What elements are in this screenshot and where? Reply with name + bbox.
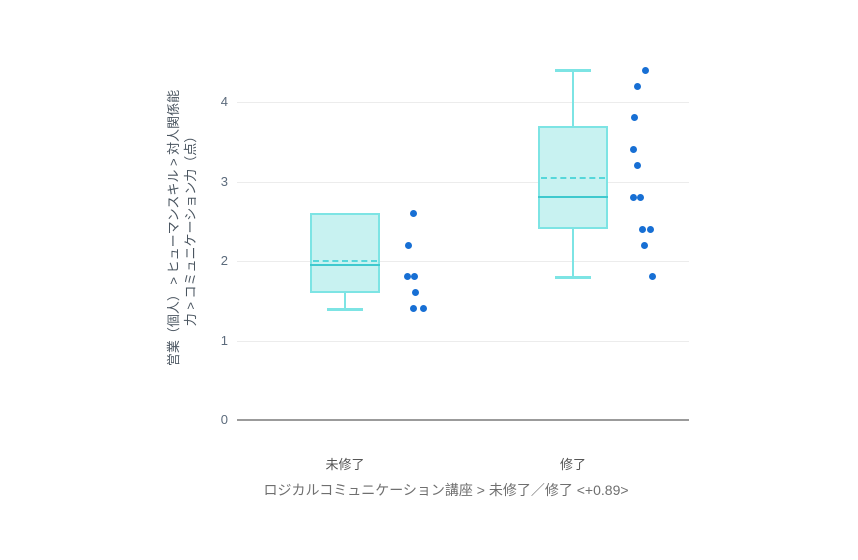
data-point[interactable]	[633, 162, 641, 170]
data-point[interactable]	[648, 273, 656, 281]
whisker-stem-lower	[572, 229, 574, 277]
data-point[interactable]	[633, 82, 641, 90]
mean-line	[541, 176, 605, 179]
box-not-completed[interactable]	[310, 213, 380, 293]
data-point[interactable]	[409, 305, 417, 313]
data-point[interactable]	[640, 241, 648, 249]
data-point[interactable]	[409, 209, 417, 217]
x-axis-zero-line	[237, 419, 689, 421]
x-tick-label-not-completed: 未修了	[325, 457, 365, 472]
data-point[interactable]	[641, 66, 649, 74]
data-point[interactable]	[419, 305, 427, 313]
x-axis-title: ロジカルコミュニケーション講座 > 未修了／修了 <+0.89>	[263, 482, 629, 498]
gridline	[237, 340, 689, 342]
data-point[interactable]	[404, 241, 412, 249]
mean-line	[313, 260, 377, 262]
median-line	[538, 196, 608, 199]
data-point[interactable]	[411, 289, 419, 297]
y-axis-title-line1: 営業（個人） > ヒューマンスキル > 対人関係能	[166, 89, 181, 367]
median-line	[310, 263, 380, 266]
data-point[interactable]	[629, 146, 637, 154]
gridline	[237, 181, 689, 183]
data-point[interactable]	[403, 273, 411, 281]
y-tick-label: 3	[220, 173, 228, 189]
gridline	[237, 261, 689, 262]
whisker-stem-lower	[344, 292, 346, 309]
whisker-cap-upper	[555, 69, 591, 73]
data-point[interactable]	[646, 225, 654, 233]
data-point[interactable]	[636, 193, 644, 201]
whisker-stem-upper	[572, 70, 574, 126]
y-tick-label: 2	[220, 253, 228, 268]
y-axis-title-line2: 力 > コミュニケーション力（点）	[183, 129, 198, 327]
y-axis-title: 営業（個人） > ヒューマンスキル > 対人関係能 力 > コミュニケーション力…	[165, 90, 199, 366]
gridline	[237, 102, 689, 103]
y-tick-label: 0	[220, 412, 228, 427]
data-point[interactable]	[638, 225, 646, 233]
whisker-cap-lower	[555, 275, 591, 279]
x-tick-label-completed: 修了	[559, 457, 587, 472]
whisker-cap-lower	[327, 307, 363, 311]
y-tick-label: 1	[220, 332, 228, 348]
data-point[interactable]	[629, 193, 637, 201]
data-point[interactable]	[410, 273, 418, 281]
data-point[interactable]	[630, 114, 638, 122]
y-tick-label: 4	[220, 94, 228, 109]
